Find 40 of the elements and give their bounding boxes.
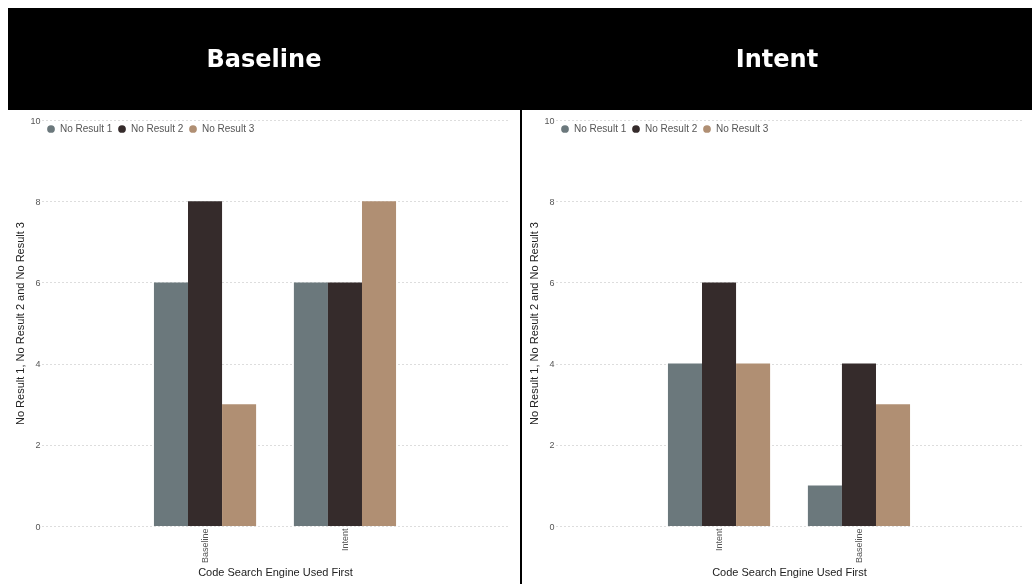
- y-axis-title: No Result 1, No Result 2 and No Result 3: [528, 222, 541, 425]
- legend-label: No Result 1: [574, 123, 627, 134]
- y-tick-label: 10: [30, 115, 41, 126]
- bar: [667, 363, 702, 526]
- y-tick-label: 6: [549, 277, 555, 288]
- chart-title: Baseline: [8, 8, 520, 110]
- y-tick-label: 6: [35, 277, 41, 288]
- y-tick-label: 0: [35, 521, 41, 532]
- bar: [736, 363, 771, 526]
- bar: [876, 404, 911, 526]
- y-tick-label: 4: [35, 359, 41, 370]
- legend-label: No Result 3: [716, 123, 769, 134]
- x-tick-label: Intent: [339, 528, 350, 552]
- legend-label: No Result 2: [645, 123, 698, 134]
- y-tick-label: 2: [35, 440, 41, 451]
- bar: [807, 485, 842, 526]
- y-tick-label: 8: [549, 196, 555, 207]
- y-tick-label: 10: [544, 115, 555, 126]
- chart-title: Intent: [522, 8, 1032, 110]
- bar: [188, 201, 223, 526]
- legend-label: No Result 1: [60, 123, 113, 134]
- bar: [841, 363, 876, 526]
- x-axis-title: Code Search Engine Used First: [712, 566, 867, 579]
- bar: [362, 201, 397, 526]
- y-axis-title: No Result 1, No Result 2 and No Result 3: [14, 222, 27, 425]
- y-tick-label: 4: [549, 359, 555, 370]
- x-tick-label: Baseline: [200, 528, 211, 564]
- legend-label: No Result 3: [202, 123, 255, 134]
- legend-label: No Result 2: [131, 123, 184, 134]
- bar: [293, 282, 328, 526]
- y-tick-label: 8: [35, 196, 41, 207]
- bar: [222, 404, 257, 526]
- bar: [153, 282, 188, 526]
- y-tick-label: 0: [549, 521, 555, 532]
- y-tick-label: 2: [549, 440, 555, 451]
- x-axis-title: Code Search Engine Used First: [198, 566, 353, 579]
- bar: [702, 282, 737, 526]
- bar: [327, 282, 362, 526]
- x-tick-label: Intent: [714, 528, 725, 552]
- x-tick-label: Baseline: [853, 528, 864, 564]
